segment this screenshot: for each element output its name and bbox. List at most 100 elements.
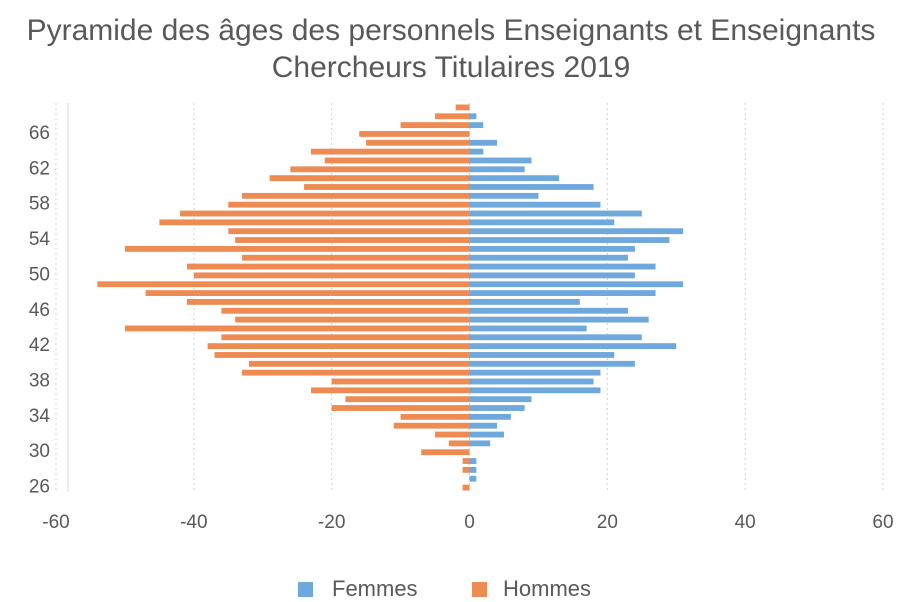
bar <box>366 139 470 146</box>
bar <box>214 352 470 358</box>
bar <box>435 113 470 120</box>
y-tick-label: 42 <box>29 335 50 356</box>
bar <box>469 192 539 199</box>
x-tick-label: 40 <box>735 512 756 533</box>
legend-swatch <box>298 582 313 597</box>
y-tick-label: 50 <box>29 264 50 285</box>
bar <box>435 431 470 438</box>
bar <box>235 237 470 243</box>
bar <box>331 405 470 411</box>
bar <box>469 458 477 464</box>
bar <box>469 219 615 226</box>
bar <box>221 307 470 314</box>
y-tick-label: 26 <box>29 477 50 498</box>
bar <box>469 263 656 270</box>
bar <box>469 422 498 429</box>
bar <box>345 396 470 403</box>
bar <box>400 413 470 420</box>
bar <box>469 113 477 120</box>
bar <box>469 378 594 385</box>
bar <box>462 466 470 473</box>
bar <box>469 466 477 473</box>
bar <box>242 369 470 376</box>
bar <box>469 360 635 367</box>
y-tick-label: 38 <box>29 371 50 392</box>
y-tick-label: 30 <box>29 441 50 462</box>
bar <box>207 343 470 350</box>
bar <box>180 210 470 217</box>
bar <box>455 104 470 111</box>
bar <box>124 245 470 252</box>
x-tick-label: -60 <box>42 512 69 533</box>
bar <box>469 210 642 217</box>
bar <box>469 237 670 243</box>
x-tick-label: 0 <box>464 512 475 533</box>
bar <box>193 272 470 279</box>
bar <box>97 281 470 288</box>
bar <box>228 228 470 235</box>
bar <box>469 201 601 208</box>
bar <box>469 166 525 173</box>
bar <box>393 422 470 429</box>
bar <box>469 369 601 376</box>
bar <box>159 219 470 226</box>
bar <box>469 440 491 447</box>
y-tick-label: 58 <box>29 194 50 215</box>
bar <box>324 157 470 164</box>
bar <box>469 325 587 332</box>
bar <box>186 263 470 270</box>
bar <box>469 139 498 146</box>
bar <box>469 272 635 279</box>
bar <box>469 307 629 314</box>
bar <box>221 334 470 341</box>
bar <box>469 396 532 403</box>
bar <box>242 192 470 199</box>
bar <box>469 245 635 252</box>
y-tick-label: 34 <box>29 406 51 427</box>
bar <box>462 484 470 491</box>
bar <box>242 254 470 261</box>
y-tick-label: 54 <box>29 229 51 250</box>
bar <box>331 378 470 385</box>
bar <box>248 360 470 367</box>
bar <box>421 449 470 456</box>
bar <box>469 175 560 182</box>
bar <box>400 122 470 129</box>
x-tick-label: 20 <box>597 512 618 533</box>
y-tick-label: 62 <box>29 158 50 179</box>
bar <box>469 431 504 438</box>
bar <box>469 148 484 155</box>
bar <box>235 316 470 323</box>
bar <box>469 254 629 261</box>
bar <box>469 343 677 350</box>
legend-swatch <box>472 582 487 597</box>
bar <box>469 157 532 164</box>
bar <box>469 475 477 482</box>
y-tick-label: 66 <box>29 123 50 144</box>
x-tick-label: -40 <box>180 512 207 533</box>
legend-label: Femmes <box>332 576 418 601</box>
bar <box>469 281 684 288</box>
bar <box>462 458 470 464</box>
bar <box>448 440 470 447</box>
bar <box>469 334 642 341</box>
bar <box>304 184 470 190</box>
bar <box>469 122 484 129</box>
bar <box>469 352 615 358</box>
bar <box>186 299 470 305</box>
bar <box>469 405 525 411</box>
y-tick-label: 46 <box>29 300 50 321</box>
bar <box>228 201 470 208</box>
bar <box>359 131 470 137</box>
bar <box>469 299 580 305</box>
bar <box>469 413 511 420</box>
x-tick-label: 60 <box>872 512 893 533</box>
bar <box>290 166 470 173</box>
bar <box>469 387 601 394</box>
x-tick-label: -20 <box>318 512 345 533</box>
bar <box>269 175 470 182</box>
bar <box>310 148 470 155</box>
legend-label: Hommes <box>503 576 591 601</box>
